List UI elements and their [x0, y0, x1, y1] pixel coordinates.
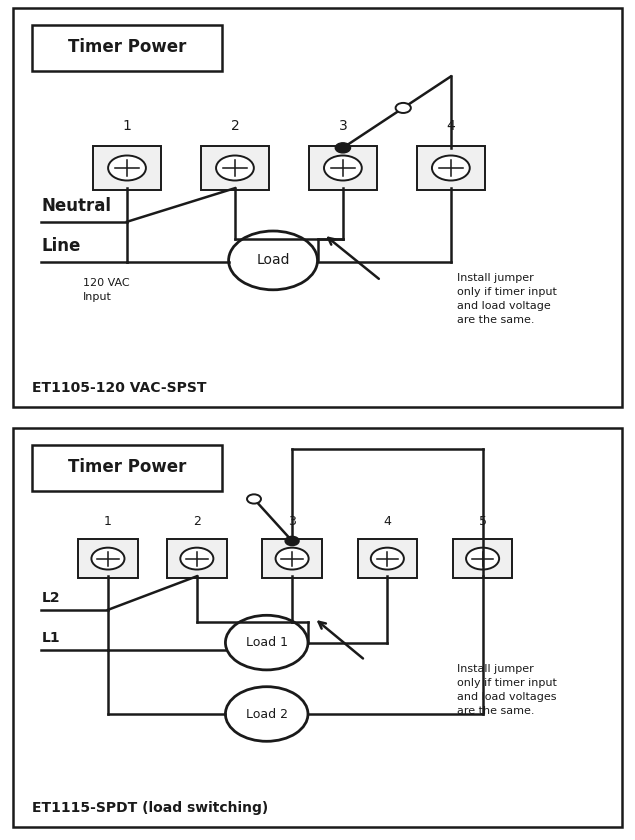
- Circle shape: [225, 615, 308, 670]
- Circle shape: [276, 548, 309, 570]
- Text: 1: 1: [104, 516, 112, 528]
- Text: 120 VAC
Input: 120 VAC Input: [83, 279, 129, 302]
- Circle shape: [108, 155, 146, 181]
- FancyBboxPatch shape: [201, 146, 269, 190]
- FancyBboxPatch shape: [453, 539, 512, 578]
- Text: ET1105-120 VAC-SPST: ET1105-120 VAC-SPST: [32, 381, 206, 395]
- Text: 2: 2: [231, 119, 239, 133]
- Text: 5: 5: [479, 516, 486, 528]
- Text: L2: L2: [41, 591, 60, 605]
- Text: Install jumper
only if timer input
and load voltage
are the same.: Install jumper only if timer input and l…: [457, 273, 557, 325]
- Text: 3: 3: [338, 119, 347, 133]
- Text: Timer Power: Timer Power: [68, 458, 186, 476]
- Circle shape: [466, 548, 499, 570]
- FancyBboxPatch shape: [309, 146, 377, 190]
- Circle shape: [285, 536, 299, 546]
- FancyBboxPatch shape: [93, 146, 161, 190]
- Text: 1: 1: [123, 119, 131, 133]
- FancyBboxPatch shape: [32, 445, 222, 491]
- FancyBboxPatch shape: [32, 25, 222, 71]
- Circle shape: [91, 548, 124, 570]
- Text: L1: L1: [41, 631, 60, 645]
- Circle shape: [216, 155, 254, 181]
- Circle shape: [180, 548, 213, 570]
- FancyBboxPatch shape: [78, 539, 138, 578]
- Circle shape: [229, 231, 318, 290]
- Text: ET1115-SPDT (load switching): ET1115-SPDT (load switching): [32, 801, 268, 815]
- Text: Neutral: Neutral: [41, 197, 111, 215]
- FancyBboxPatch shape: [13, 8, 622, 407]
- Text: 4: 4: [446, 119, 455, 133]
- Text: 4: 4: [384, 516, 391, 528]
- FancyBboxPatch shape: [262, 539, 322, 578]
- Text: Load 1: Load 1: [246, 636, 288, 649]
- Circle shape: [396, 103, 411, 113]
- FancyBboxPatch shape: [167, 539, 227, 578]
- Circle shape: [335, 143, 351, 153]
- Text: Install jumper
only if timer input
and load voltages
are the same.: Install jumper only if timer input and l…: [457, 664, 557, 716]
- Text: 3: 3: [288, 516, 296, 528]
- Circle shape: [225, 687, 308, 741]
- Circle shape: [432, 155, 470, 181]
- Text: Line: Line: [41, 238, 81, 255]
- Circle shape: [324, 155, 362, 181]
- Text: 2: 2: [193, 516, 201, 528]
- Circle shape: [247, 494, 261, 503]
- Text: Timer Power: Timer Power: [68, 38, 186, 56]
- Text: Load: Load: [257, 254, 290, 267]
- Circle shape: [371, 548, 404, 570]
- FancyBboxPatch shape: [417, 146, 485, 190]
- FancyBboxPatch shape: [358, 539, 417, 578]
- FancyBboxPatch shape: [13, 428, 622, 827]
- Text: Load 2: Load 2: [246, 707, 288, 721]
